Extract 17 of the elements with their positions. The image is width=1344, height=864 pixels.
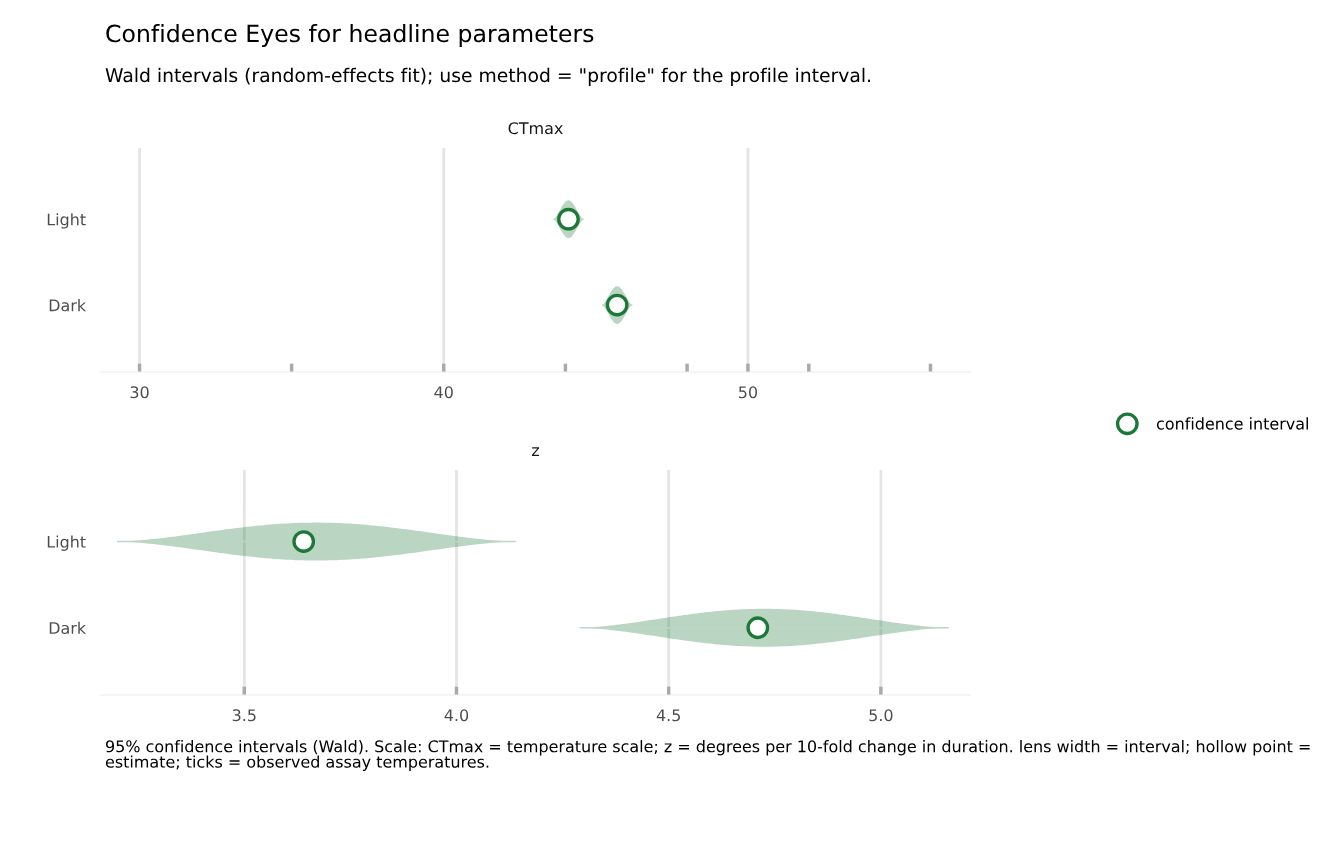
x-tick-label: 50	[739, 386, 758, 399]
x-tick-label: 30	[130, 386, 149, 399]
x-tick-label: 5.0	[869, 709, 893, 722]
legend-label: confidence interval	[1156, 417, 1308, 430]
text: CTmax	[508, 122, 563, 135]
x-tick-label: 4.5	[656, 709, 680, 722]
y-tick-label: Dark	[49, 298, 87, 312]
y-tick-label: Light	[47, 535, 86, 551]
x-tick-label: 3.5	[232, 709, 256, 722]
x-tick-label: 4.0	[444, 709, 469, 722]
chart-title: Confidence Eyes for headline parameters	[106, 24, 594, 47]
text: 95% confidence intervals (Wald). Scale: CTmax = temperature scale; z = degrees per 10-fold change in duration. lens width = interval; hollow point = estimate; ticks = observed assay temperatures.	[105, 740, 1310, 771]
x-tick-label: 40	[434, 386, 453, 399]
y-tick-label: Dark	[49, 621, 87, 635]
chart-subtitle: Wald intervals (random-effects fit); use method = "profile" for the profile interval.	[105, 67, 871, 86]
y-tick-label: Light	[47, 213, 86, 229]
text: z	[531, 447, 540, 456]
